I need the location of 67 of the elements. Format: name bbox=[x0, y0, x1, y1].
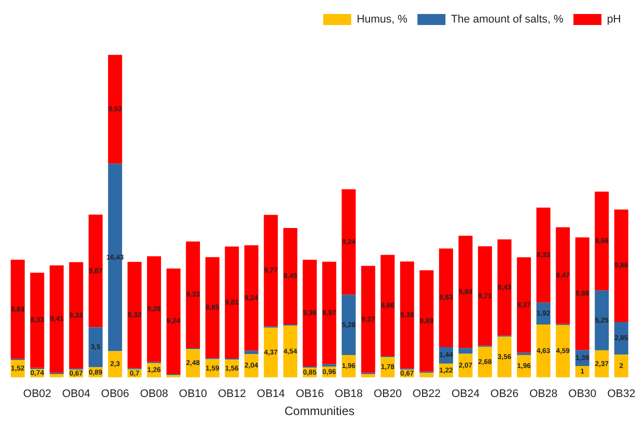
bar bbox=[88, 327, 103, 368]
x-tick-label: OB26 bbox=[490, 388, 519, 400]
bar bbox=[400, 262, 414, 369]
bar bbox=[497, 336, 512, 378]
bar bbox=[536, 324, 550, 378]
bar bbox=[575, 366, 590, 378]
x-tick-label: OB24 bbox=[451, 388, 480, 400]
x-tick-label: OB02 bbox=[23, 388, 52, 400]
bar bbox=[536, 208, 550, 303]
bar bbox=[361, 266, 376, 373]
bar bbox=[10, 260, 25, 359]
x-tick-label: OB30 bbox=[568, 388, 596, 400]
bar bbox=[342, 294, 356, 356]
bar bbox=[342, 189, 356, 295]
x-axis-title: Communities bbox=[284, 404, 355, 418]
bar bbox=[108, 351, 122, 378]
legend-label: Humus, % bbox=[356, 14, 408, 26]
bar bbox=[575, 237, 590, 350]
bar bbox=[244, 350, 258, 354]
x-tick-label: OB32 bbox=[607, 388, 636, 400]
bar bbox=[516, 257, 531, 353]
bar bbox=[439, 248, 454, 348]
bar bbox=[594, 290, 609, 350]
bar bbox=[264, 214, 278, 326]
bar bbox=[30, 272, 44, 368]
bar bbox=[594, 192, 609, 290]
bar bbox=[420, 270, 434, 372]
x-tick-label: OB04 bbox=[62, 388, 90, 400]
bar bbox=[516, 352, 531, 356]
x-tick-label: OB12 bbox=[218, 388, 246, 400]
legend-label: The amount of salts, % bbox=[450, 14, 564, 26]
bar bbox=[614, 210, 628, 322]
bar bbox=[458, 348, 473, 354]
x-tick-label: OB16 bbox=[296, 388, 324, 400]
bar bbox=[88, 214, 103, 328]
bar bbox=[186, 241, 200, 348]
bar bbox=[244, 245, 258, 351]
bar bbox=[614, 354, 628, 378]
bar bbox=[108, 54, 122, 164]
bar bbox=[264, 328, 278, 378]
x-tick-label: OB08 bbox=[140, 388, 168, 400]
bar bbox=[283, 228, 298, 324]
legend-label: pH bbox=[606, 14, 622, 26]
bar bbox=[205, 257, 220, 358]
x-tick-label: OB20 bbox=[374, 388, 402, 400]
bar bbox=[224, 246, 239, 358]
bar bbox=[128, 262, 142, 368]
x-tick-label: OB06 bbox=[101, 388, 130, 400]
x-tick-label: OB10 bbox=[178, 388, 208, 400]
x-tick-label: OB22 bbox=[412, 388, 441, 400]
bar bbox=[69, 262, 84, 369]
bar bbox=[478, 246, 492, 346]
x-tick-label: OB18 bbox=[334, 388, 363, 400]
bar bbox=[166, 268, 180, 374]
bar bbox=[556, 227, 570, 324]
x-tick-label: OB28 bbox=[529, 388, 558, 400]
bar bbox=[497, 239, 512, 336]
bar bbox=[108, 164, 122, 352]
bar bbox=[556, 325, 570, 378]
bar bbox=[283, 326, 298, 378]
bar bbox=[50, 265, 64, 373]
bar bbox=[458, 236, 473, 348]
bar bbox=[380, 254, 395, 356]
bar bbox=[147, 256, 162, 362]
x-tick-label: OB14 bbox=[256, 388, 285, 400]
bar bbox=[322, 262, 336, 364]
bar bbox=[302, 260, 317, 367]
